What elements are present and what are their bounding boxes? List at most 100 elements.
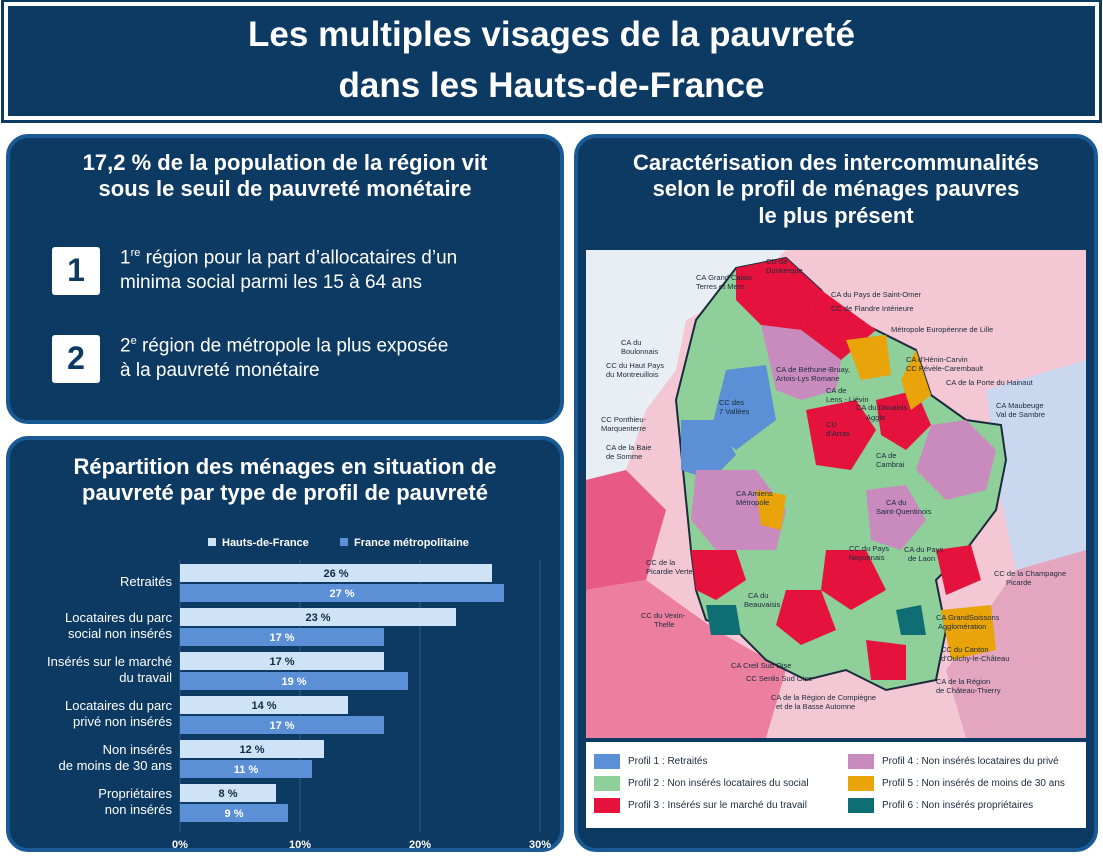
sea-area [586, 250, 786, 480]
map-label: d’Oulchy-le-Château [941, 654, 1009, 663]
bar-hauts-de-france [180, 740, 324, 758]
zone-profil-3 [936, 545, 981, 595]
map-label: Terres et Mers [696, 282, 744, 291]
legend-item: Profil 1 : Retraités [594, 754, 707, 769]
map-label: Noyonnais [849, 553, 885, 562]
x-tick-label: 0% [172, 839, 188, 848]
map-label: Val de Sambre [996, 410, 1045, 419]
category-label: Propriétaires non insérés [98, 786, 172, 817]
neighbour-region-east [986, 360, 1086, 570]
bar-france-metropolitaine [180, 628, 384, 646]
map-label: CA du [621, 338, 641, 347]
zone-profil-3 [776, 590, 836, 645]
bar-hauts-de-france [180, 564, 492, 582]
map-label: CA du Pays de Saint-Omer [831, 290, 922, 299]
page-title-line1: Les multiples visages de la pauvreté [248, 15, 855, 55]
zone-profil-4 [691, 470, 786, 550]
zone-profil-1 [681, 420, 736, 480]
bar-france-metropolitaine [180, 804, 288, 822]
legend-label: Profil 3 : Insérés sur le marché du trav… [628, 800, 807, 811]
bar-france-metropolitaine [180, 760, 312, 778]
map-label: CA de Béthune-Bruay, [776, 365, 850, 374]
zone-profil-6 [706, 605, 741, 635]
legend-label: France métropolitaine [354, 537, 469, 549]
zone-profil-3 [806, 400, 876, 470]
bar-data-label: 11 % [234, 764, 259, 776]
zone-profil-5 [756, 490, 786, 530]
legend-item: Profil 2 : Non insérés locataires du soc… [594, 776, 809, 791]
legend-label: Profil 4 : Non insérés locataires du pri… [882, 756, 1059, 767]
legend-label: Hauts-de-France [222, 537, 309, 549]
map-label: CA Creil Sud Oise [731, 661, 791, 670]
stats-title: 17,2 % de la population de la région vit… [82, 150, 488, 202]
map-label: Cambrai [876, 460, 905, 469]
map-title: Caractérisation des intercommunalités se… [633, 150, 1039, 228]
map-label: CA de [826, 386, 846, 395]
legend-swatch [848, 754, 874, 769]
bar-data-label: 23 % [305, 612, 330, 624]
page-title-line2: dans les Hauts-de-France [338, 66, 765, 105]
map-label: CC Ponthieu- [601, 415, 647, 424]
page-header: Les multiples visages de la pauvreté dan… [1, 0, 1102, 123]
map-label: CC du Canton [941, 645, 989, 654]
map-label: 7 Vallées [719, 407, 750, 416]
map-label: de Château-Thierry [936, 686, 1001, 695]
map-label: CA du Douaisis [856, 403, 908, 412]
neighbour-region-southeast [946, 550, 1086, 738]
map-label: du Montreuillois [606, 370, 659, 379]
zone-profil-4 [866, 485, 926, 550]
map-label: Lens - Liévin [826, 395, 869, 404]
map-label: de Somme [606, 452, 642, 461]
zone-profil-3 [821, 550, 886, 610]
category-label: Retraités [120, 574, 173, 589]
bar-data-label: 27 % [329, 588, 354, 600]
map-label: CA Maubeuge [996, 401, 1044, 410]
map-label: Métropole Européenne de Lille [891, 325, 993, 334]
legend-swatch [848, 798, 874, 813]
map-label: Métropole [736, 498, 769, 507]
region-map: CU de Dunkerque CA Grand Calais Terres et M… [586, 250, 1086, 738]
bar-hauts-de-france [180, 696, 348, 714]
map-label: CA de [876, 451, 896, 460]
zone-profil-4 [761, 325, 841, 400]
zone-profil-4 [916, 420, 996, 500]
legend-swatch [208, 538, 216, 546]
map-label: Marquenterre [601, 424, 646, 433]
map-label: Picarde [1006, 578, 1031, 587]
map-label: Saint-Quentinois [876, 507, 932, 516]
map-label: Picardie Verte [646, 567, 693, 576]
zone-profil-1 [711, 365, 776, 450]
neighbour-region-west [586, 470, 666, 590]
x-tick-label: 20% [409, 839, 431, 848]
map-legend: Profil 1 : Retraités Profil 2 : Non insér… [586, 742, 1086, 828]
zone-profil-5 [941, 605, 996, 660]
map-label: CU de [766, 257, 787, 266]
chart-title: Répartition des ménages en situation de … [73, 454, 497, 506]
map-label: Agglo [866, 413, 885, 422]
legend-swatch [594, 754, 620, 769]
map-label: CC de Flandre Intérieure [831, 304, 914, 313]
legend-label: Profil 2 : Non insérés locataires du soc… [628, 778, 809, 789]
stat-item-rank-1: 1 1re région pour la part d’allocataires… [52, 246, 520, 296]
legend-item: Profil 4 : Non insérés locataires du pri… [848, 754, 1059, 769]
map-label: Dunkerque [766, 266, 803, 275]
bar-data-label: 17 % [269, 656, 294, 668]
bar-data-label: 14 % [251, 700, 276, 712]
map-label: d’Arras [826, 429, 850, 438]
zone-profil-3 [866, 640, 906, 680]
poverty-profile-chart-panel: Répartition des ménages en situation de … [6, 436, 564, 852]
category-label: Insérés sur le marché du travail [47, 654, 172, 685]
map-label: CC du Vexin- [641, 611, 686, 620]
bar-hauts-de-france [180, 784, 276, 802]
category-label: Locataires du parc privé non insérés [65, 698, 172, 729]
chart-legend: Hauts-de-France France métropolitaine [208, 537, 469, 549]
map-label: CA d’Hénin-Carvin [906, 355, 968, 364]
poverty-stats-panel: 17,2 % de la population de la région vit… [6, 134, 564, 424]
bar-france-metropolitaine [180, 584, 504, 602]
zone-profil-3 [736, 258, 821, 330]
zone-profil-6 [896, 605, 926, 635]
map-label: CC Pévèle-Carembault [906, 364, 984, 373]
stat-text: 1re région pour la part d’allocataires d… [120, 247, 458, 294]
map-label: CA du [886, 498, 906, 507]
